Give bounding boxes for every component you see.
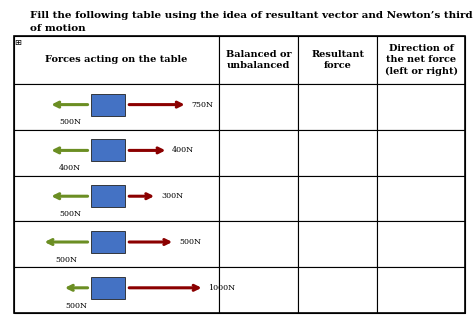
- Text: Resultant
force: Resultant force: [311, 50, 364, 70]
- Bar: [219, 130, 298, 176]
- Text: Forces acting on the table: Forces acting on the table: [46, 56, 188, 65]
- Bar: [298, 36, 377, 84]
- Bar: [14, 36, 465, 313]
- Bar: [298, 267, 377, 313]
- Bar: [219, 176, 298, 221]
- Bar: [91, 185, 126, 207]
- Text: 500N: 500N: [59, 210, 81, 218]
- Text: 1000N: 1000N: [209, 284, 236, 292]
- Text: 400N: 400N: [59, 164, 81, 172]
- Bar: [377, 36, 465, 84]
- Bar: [91, 139, 126, 161]
- Bar: [91, 94, 126, 116]
- Bar: [377, 176, 465, 221]
- Bar: [14, 36, 219, 84]
- Text: 500N: 500N: [55, 256, 78, 264]
- Bar: [298, 130, 377, 176]
- Bar: [14, 267, 219, 313]
- Text: Fill the following table using the idea of resultant vector and Newton’s third l: Fill the following table using the idea …: [30, 11, 474, 20]
- Bar: [219, 36, 298, 84]
- Bar: [14, 221, 219, 267]
- Bar: [91, 231, 126, 253]
- Bar: [298, 84, 377, 130]
- Bar: [219, 84, 298, 130]
- Bar: [14, 130, 219, 176]
- Bar: [377, 221, 465, 267]
- Bar: [91, 277, 126, 299]
- Bar: [219, 267, 298, 313]
- Text: Balanced or
unbalanced: Balanced or unbalanced: [226, 50, 292, 70]
- Bar: [14, 176, 219, 221]
- Bar: [298, 176, 377, 221]
- Text: 400N: 400N: [172, 146, 194, 154]
- Bar: [219, 221, 298, 267]
- Bar: [14, 84, 219, 130]
- Text: Direction of
the net force
(left or right): Direction of the net force (left or righ…: [384, 44, 457, 76]
- Text: 500N: 500N: [179, 238, 201, 246]
- Bar: [298, 221, 377, 267]
- Text: ⊞: ⊞: [14, 38, 21, 47]
- Bar: [377, 84, 465, 130]
- Text: 300N: 300N: [161, 192, 183, 200]
- Bar: [377, 267, 465, 313]
- Text: 500N: 500N: [59, 118, 81, 126]
- Text: 500N: 500N: [66, 302, 88, 310]
- Bar: [377, 130, 465, 176]
- Text: of motion: of motion: [30, 24, 86, 33]
- Text: 750N: 750N: [191, 100, 213, 108]
